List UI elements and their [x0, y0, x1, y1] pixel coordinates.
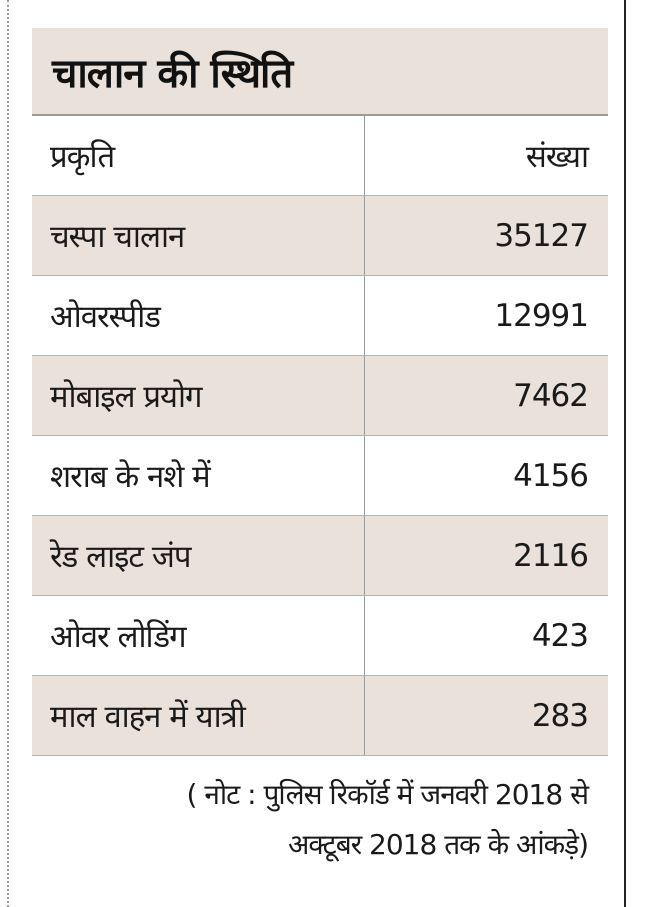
table-row: मोबाइल प्रयोग 7462: [32, 356, 608, 436]
row-value: 2116: [513, 537, 589, 574]
table-row: माल वाहन में यात्री 283: [32, 676, 608, 756]
row-value: 4156: [513, 457, 589, 494]
row-label: शराब के नशे में: [32, 436, 365, 515]
row-value: 7462: [513, 377, 589, 414]
table-header-row: प्रकृति संख्या: [32, 116, 608, 196]
row-value: 12991: [494, 297, 589, 334]
header-label-cell: प्रकृति: [32, 116, 365, 195]
note-line-1: ( नोट : पुलिस रिकॉर्ड में जनवरी 2018 से: [186, 778, 590, 811]
left-edge-dotted-line: [7, 0, 9, 907]
row-label: रेड लाइट जंप: [32, 516, 365, 595]
table-row: ओवर लोडिंग 423: [32, 596, 608, 676]
row-value: 35127: [494, 217, 589, 254]
row-label: चस्पा चालान: [32, 196, 365, 275]
row-label: ओवरस्पीड: [32, 276, 365, 355]
table-row: शराब के नशे में 4156: [32, 436, 608, 516]
source-note: ( नोट : पुलिस रिकॉर्ड में जनवरी 2018 से …: [32, 770, 608, 870]
table-row: रेड लाइट जंप 2116: [32, 516, 608, 596]
right-edge-line: [624, 0, 626, 907]
challan-status-table: चालान की स्थिति प्रकृति संख्या चस्पा चाल…: [32, 28, 608, 756]
row-value: 423: [531, 617, 589, 654]
row-value: 283: [531, 697, 589, 734]
table-title-bar: चालान की स्थिति: [32, 28, 608, 116]
table-row: ओवरस्पीड 12991: [32, 276, 608, 356]
table-row: चस्पा चालान 35127: [32, 196, 608, 276]
row-label: ओवर लोडिंग: [32, 596, 365, 675]
row-label: माल वाहन में यात्री: [32, 676, 365, 755]
row-label: मोबाइल प्रयोग: [32, 356, 365, 435]
note-line-2: अक्टूबर 2018 तक के आंकड़े): [287, 828, 589, 861]
header-value-cell: संख्या: [525, 138, 589, 175]
table-title: चालान की स्थिति: [52, 50, 293, 97]
